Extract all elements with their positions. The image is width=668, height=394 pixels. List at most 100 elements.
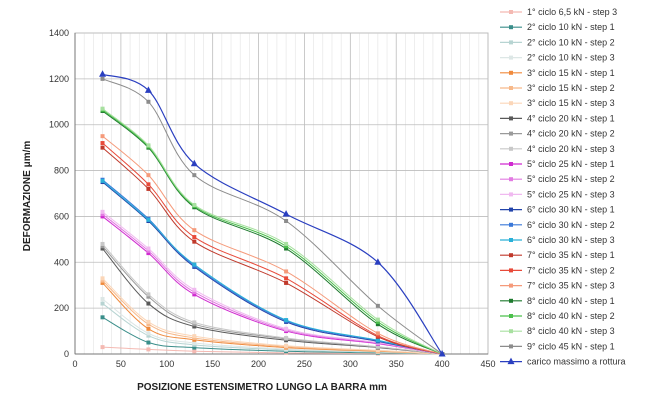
legend-marker (509, 177, 513, 182)
x-tick-label: 150 (205, 359, 220, 369)
legend-entry: 2° ciclo 10 kN - step 3 (500, 53, 615, 63)
x-axis-title: POSIZIONE ESTENSIMETRO LUNGO LA BARRA mm (137, 382, 387, 393)
legend-entry: 4° ciclo 20 kN - step 3 (500, 144, 615, 154)
x-tick-label: 450 (480, 359, 495, 369)
y-tick-label: 600 (54, 211, 69, 221)
legend-marker (509, 329, 513, 334)
data-point (146, 326, 151, 331)
legend-label: 4° ciclo 20 kN - step 3 (527, 144, 615, 154)
legend-label: 6° ciclo 30 kN - step 3 (527, 235, 615, 245)
data-point (100, 76, 105, 81)
y-tick-label: 1000 (49, 120, 69, 130)
legend-marker (509, 86, 513, 90)
data-point (284, 335, 289, 340)
data-point (284, 280, 289, 285)
data-point (284, 276, 289, 281)
legend-entry: 3° ciclo 15 kN - step 1 (500, 68, 615, 78)
legend-marker (509, 283, 513, 288)
data-point (192, 345, 197, 350)
data-point (100, 276, 105, 281)
legend-marker (509, 253, 513, 258)
data-point (192, 262, 197, 267)
legend-marker (509, 146, 513, 151)
data-point (375, 333, 380, 338)
legend-marker (509, 131, 513, 136)
plot-area (74, 32, 489, 355)
data-point (100, 241, 105, 246)
legend-label: 9° ciclo 45 kN - step 1 (527, 341, 615, 351)
legend-label: 6° ciclo 30 kN - step 1 (527, 205, 615, 215)
data-point (146, 294, 151, 299)
legend-marker (509, 314, 513, 318)
legend-label: 2° ciclo 10 kN - step 3 (527, 53, 615, 63)
data-point (100, 214, 105, 219)
legend-entry: 2° ciclo 10 kN - step 2 (500, 37, 615, 47)
data-point (146, 251, 151, 256)
legend-entry: 6° ciclo 30 kN - step 1 (500, 205, 615, 215)
legend-label: 3° ciclo 15 kN - step 1 (527, 68, 615, 78)
legend-entry: 6° ciclo 30 kN - step 2 (500, 220, 615, 230)
legend-label: 3° ciclo 15 kN - step 3 (527, 98, 615, 108)
x-tick-label: 50 (116, 359, 126, 369)
data-point (100, 141, 105, 146)
data-point (375, 344, 380, 349)
legend-entry: 8° ciclo 40 kN - step 2 (500, 311, 615, 321)
data-point (192, 287, 197, 292)
data-point (100, 134, 105, 139)
legend-entry: 5° ciclo 25 kN - step 1 (500, 159, 615, 169)
data-point (146, 143, 151, 148)
legend-label: 8° ciclo 40 kN - step 1 (527, 296, 615, 306)
data-point (192, 239, 197, 244)
data-point (284, 326, 289, 331)
legend-label: 7° ciclo 35 kN - step 3 (527, 281, 615, 291)
data-point (146, 217, 151, 222)
x-tick-label: 0 (72, 359, 77, 369)
data-point (100, 106, 105, 111)
data-point (375, 338, 380, 343)
legend-label: 4° ciclo 20 kN - step 1 (527, 113, 615, 123)
y-tick-label: 1200 (49, 74, 69, 84)
legend-entry: 6° ciclo 30 kN - step 3 (500, 235, 615, 245)
data-point (146, 340, 151, 345)
data-point (100, 315, 105, 320)
data-point (146, 173, 151, 178)
legend-label: 3° ciclo 15 kN - step 2 (527, 83, 615, 93)
data-point (192, 290, 197, 295)
legend-label: 7° ciclo 35 kN - step 2 (527, 265, 615, 275)
data-point (146, 333, 151, 338)
legend-label: 2° ciclo 10 kN - step 2 (527, 37, 615, 47)
legend-marker (509, 238, 513, 242)
data-point (146, 292, 151, 297)
data-point (100, 345, 105, 350)
data-point (100, 212, 105, 217)
legend-label: 5° ciclo 25 kN - step 2 (527, 174, 615, 184)
data-point (146, 246, 151, 251)
x-tick-label: 400 (435, 359, 450, 369)
legend-label: 5° ciclo 25 kN - step 1 (527, 159, 615, 169)
legend-marker (507, 357, 515, 365)
legend-label: 8° ciclo 40 kN - step 3 (527, 326, 615, 336)
legend-label: 7° ciclo 35 kN - step 1 (527, 250, 615, 260)
y-tick-label: 1400 (49, 28, 69, 38)
data-point (144, 86, 152, 93)
legend-entry: 8° ciclo 40 kN - step 3 (500, 326, 615, 336)
legend-entry: 9° ciclo 45 kN - step 1 (500, 341, 615, 351)
data-point (284, 343, 289, 348)
y-tick-label: 800 (54, 166, 69, 176)
legend-entry: carico massimo a rottura (500, 357, 626, 367)
legend-label: 8° ciclo 40 kN - step 2 (527, 311, 615, 321)
data-point (192, 173, 197, 178)
legend-marker (509, 116, 513, 121)
data-point (375, 322, 380, 327)
legend-marker (509, 344, 513, 349)
data-point (375, 319, 380, 324)
legend-label: 4° ciclo 20 kN - step 2 (527, 129, 615, 139)
data-point (100, 280, 105, 285)
legend-entry: 4° ciclo 20 kN - step 2 (500, 129, 615, 139)
data-point (100, 244, 105, 249)
legend-entry: 7° ciclo 35 kN - step 2 (500, 265, 615, 275)
legend-marker (509, 162, 513, 166)
data-point (284, 244, 289, 249)
data-point (192, 324, 197, 329)
